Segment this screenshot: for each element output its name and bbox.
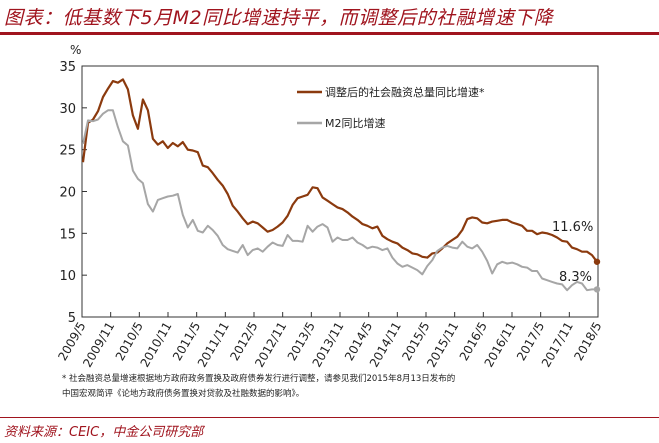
y-tick-label: 20 (59, 186, 76, 201)
plot-frame (81, 65, 599, 318)
y-axis: 5 10 15 20 25 30 35 (59, 60, 599, 326)
footer-divider (0, 417, 659, 418)
y-tick-label: 15 (59, 227, 76, 242)
page-title: 图表：低基数下5月M2同比增速持平，而调整后的社融增速下降 (4, 7, 554, 29)
legend-label: 调整后的社会融资总量同比增速* (325, 85, 485, 99)
series-line-tsf (81, 78, 598, 263)
y-tick-label: 10 (59, 269, 76, 284)
data-label: 11.6% (552, 220, 593, 235)
series-line-m2 (82, 109, 597, 292)
y-tick-label: 35 (59, 60, 76, 75)
legend-label: M2同比增速 (325, 116, 386, 130)
footnote-line-2: 中国宏观简评《论地方政府债务置换对贷款及社融数据的影响》。 (62, 389, 305, 399)
source-text: 资料来源：CEIC，中金公司研究部 (4, 425, 204, 440)
x-axis: 2009/52009/112010/52010/112011/52011/112… (55, 312, 605, 370)
y-tick-label: 5 (68, 311, 76, 326)
annotations: 11.6% 8.3% (552, 220, 593, 285)
series-group (81, 78, 601, 293)
x-tick-label: 2018/5 (571, 320, 604, 364)
series-endpoint (593, 286, 601, 293)
footnote-line-1: * 社会融资总量增速根据地方政府政务置换及政府债券发行进行调整，请参见我们201… (62, 374, 456, 384)
y-tick-label: 25 (59, 144, 76, 159)
legend: 调整后的社会融资总量同比增速* M2同比增速 (297, 85, 485, 130)
series-endpoint (593, 258, 601, 265)
y-unit-label: % (70, 43, 81, 57)
title-divider (0, 32, 659, 35)
data-label: 8.3% (559, 270, 592, 285)
y-tick-label: 30 (59, 102, 76, 117)
